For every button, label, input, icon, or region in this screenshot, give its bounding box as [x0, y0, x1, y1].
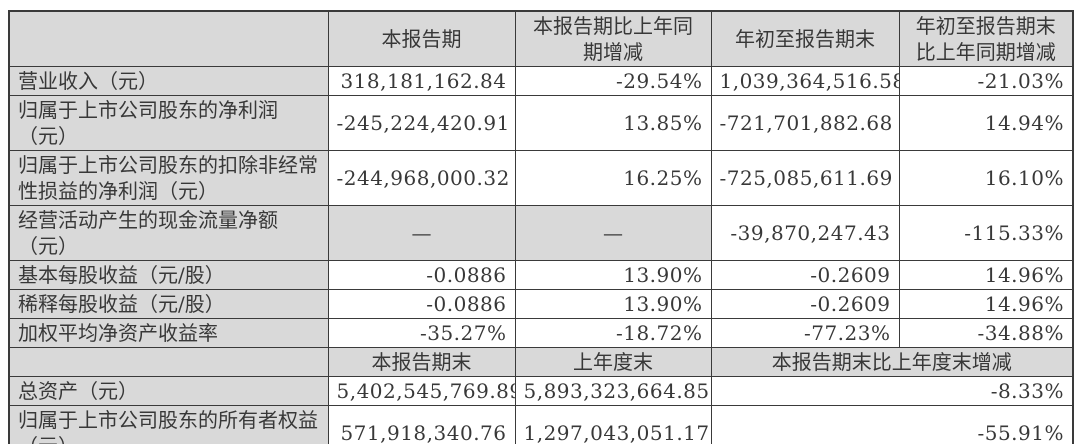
cell-ytd-yoy-change: 16.10%: [898, 150, 1074, 206]
cell-period-end: 571,918,340.76: [327, 405, 516, 444]
cell-current-period-dash: —: [327, 205, 516, 261]
row-label: 加权平均净资产收益率: [8, 318, 329, 348]
cell-ytd: -39,870,247.43: [710, 205, 900, 261]
header-prev-year-end: 上年度末: [514, 347, 712, 377]
header-current-period-yoy: 本报告期比上年同期增减: [514, 10, 712, 67]
cell-yoy-change: 13.85%: [514, 95, 712, 151]
header-ytd: 年初至报告期末: [710, 10, 900, 67]
cell-ytd-yoy-change: 14.96%: [898, 260, 1074, 290]
table-row-net-profit: 归属于上市公司股东的净利润（元） -245,224,420.91 13.85% …: [8, 95, 1074, 151]
cell-prev-year-end: 1,297,043,051.17: [514, 405, 712, 444]
cell-current-period: -245,224,420.91: [327, 95, 516, 151]
cell-period-end-change: -8.33%: [710, 376, 1074, 406]
cell-yoy-change: -18.72%: [514, 318, 712, 348]
cell-ytd-yoy-change: -115.33%: [898, 205, 1074, 261]
header-current-period: 本报告期: [327, 10, 516, 67]
cell-ytd-yoy-change: 14.94%: [898, 95, 1074, 151]
row-label: 经营活动产生的现金流量净额（元）: [8, 205, 329, 261]
cell-yoy-change-dash: —: [514, 205, 712, 261]
cell-ytd: -725,085,611.69: [710, 150, 900, 206]
cell-current-period: -244,968,000.32: [327, 150, 516, 206]
row-label: 稀释每股收益（元/股）: [8, 289, 329, 319]
header-period-end: 本报告期末: [327, 347, 516, 377]
header-ytd-yoy: 年初至报告期末比上年同期增减: [898, 10, 1074, 67]
cell-ytd: -721,701,882.68: [710, 95, 900, 151]
cell-ytd: -0.2609: [710, 289, 900, 319]
table-row-net-profit-excl-nonrecurring: 归属于上市公司股东的扣除非经常性损益的净利润（元） -244,968,000.3…: [8, 150, 1074, 206]
row-label: 基本每股收益（元/股）: [8, 260, 329, 290]
table-row-total-assets: 总资产（元） 5,402,545,769.89 5,893,323,664.85…: [8, 376, 1074, 406]
cell-current-period: 318,181,162.84: [327, 66, 516, 96]
financial-summary-table: 本报告期 本报告期比上年同期增减 年初至报告期末 年初至报告期末比上年同期增减 …: [8, 10, 1074, 444]
balance-header-row: 本报告期末 上年度末 本报告期末比上年度末增减: [8, 347, 1074, 377]
cell-ytd-yoy-change: -21.03%: [898, 66, 1074, 96]
row-label: 归属于上市公司股东的扣除非经常性损益的净利润（元）: [8, 150, 329, 206]
cell-yoy-change: 13.90%: [514, 260, 712, 290]
table-row-operating-cash-flow: 经营活动产生的现金流量净额（元） — — -39,870,247.43 -115…: [8, 205, 1074, 261]
row-label: 归属于上市公司股东的所有者权益（元）: [8, 405, 329, 444]
cell-yoy-change: 16.25%: [514, 150, 712, 206]
cell-ytd: -77.23%: [710, 318, 900, 348]
cell-yoy-change: 13.90%: [514, 289, 712, 319]
cell-current-period: -0.0886: [327, 289, 516, 319]
cell-current-period: -0.0886: [327, 260, 516, 290]
cell-current-period: -35.27%: [327, 318, 516, 348]
row-label: 归属于上市公司股东的净利润（元）: [8, 95, 329, 151]
table-row-diluted-eps: 稀释每股收益（元/股） -0.0886 13.90% -0.2609 14.96…: [8, 289, 1074, 319]
table-row-weighted-avg-roe: 加权平均净资产收益率 -35.27% -18.72% -77.23% -34.8…: [8, 318, 1074, 348]
table-row-owners-equity: 归属于上市公司股东的所有者权益（元） 571,918,340.76 1,297,…: [8, 405, 1074, 444]
row-label: 总资产（元）: [8, 376, 329, 406]
blank-corner-cell: [8, 347, 329, 377]
row-label: 营业收入（元）: [8, 66, 329, 96]
cell-prev-year-end: 5,893,323,664.85: [514, 376, 712, 406]
period-header-row: 本报告期 本报告期比上年同期增减 年初至报告期末 年初至报告期末比上年同期增减: [8, 10, 1074, 67]
cell-ytd-yoy-change: 14.96%: [898, 289, 1074, 319]
blank-corner-cell: [8, 10, 329, 67]
cell-ytd: 1,039,364,516.58: [710, 66, 900, 96]
cell-ytd-yoy-change: -34.88%: [898, 318, 1074, 348]
header-period-end-change: 本报告期末比上年度末增减: [710, 347, 1074, 377]
cell-ytd: -0.2609: [710, 260, 900, 290]
table-row-basic-eps: 基本每股收益（元/股） -0.0886 13.90% -0.2609 14.96…: [8, 260, 1074, 290]
cell-period-end-change: -55.91%: [710, 405, 1074, 444]
table-row-revenue: 营业收入（元） 318,181,162.84 -29.54% 1,039,364…: [8, 66, 1074, 96]
cell-yoy-change: -29.54%: [514, 66, 712, 96]
cell-period-end: 5,402,545,769.89: [327, 376, 516, 406]
